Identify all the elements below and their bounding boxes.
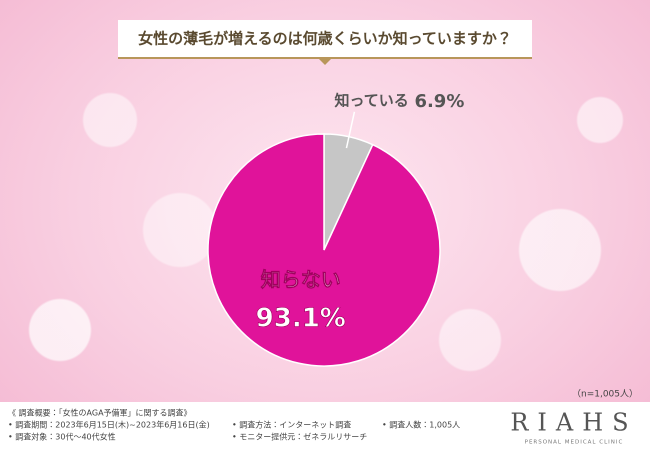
sample-note: （n=1,005人） [572,389,638,400]
survey-item: • 調査方法：インターネット調査 [232,420,351,430]
survey-item: • 調査期間：2023年6月15日(木)~2023年6月16日(金) [8,420,210,430]
logo-name: RIAHS [510,409,637,437]
pie: 知っている 6.9% 知らない 93.1% [207,91,464,367]
title-pointer [319,59,331,65]
survey-item: • 調査人数：1,005人 [382,420,460,430]
survey-title: 《 調査概要：「女性のAGA予備軍」に関する調査》 [8,408,192,418]
survey-item: • 調査対象：30代～40代女性 [8,432,116,442]
slice-label: 知らない [261,267,341,291]
logo-tagline: PERSONAL MEDICAL CLINIC [525,440,624,446]
pie-slice [207,133,441,367]
value-label: 93.1% [256,303,346,333]
footer-band [0,402,650,450]
value-label: 6.9% [414,91,464,112]
survey-item: • モニター提供元：ゼネラルリサーチ [232,432,367,442]
leader-line [345,111,356,149]
chart-title: 女性の薄毛が増えるのは何歳くらいか知っていますか？ [138,30,512,48]
slice-label: 知っている [334,91,408,109]
title-box [118,20,532,58]
